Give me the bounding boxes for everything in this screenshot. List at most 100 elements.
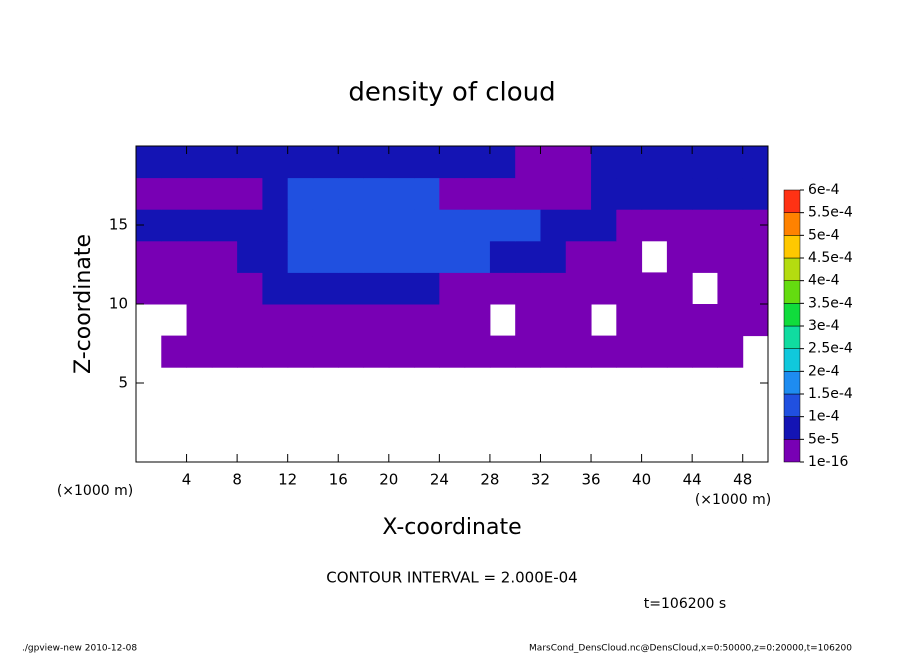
contour-cell xyxy=(161,240,188,273)
contour-cell xyxy=(414,209,440,242)
colorbar-label: 1e-16 xyxy=(808,454,848,470)
contour-cell xyxy=(641,304,668,337)
contour-cell xyxy=(262,272,289,305)
contour-cell xyxy=(287,177,314,210)
contour-cell xyxy=(489,240,516,273)
contour-cell xyxy=(641,209,668,242)
contour-cell xyxy=(414,272,440,305)
contour-cell xyxy=(515,272,541,305)
contour-cell xyxy=(186,209,213,242)
contour-cell xyxy=(287,335,314,368)
colorbar-band xyxy=(783,257,801,281)
contour-cell xyxy=(540,209,567,242)
contour-cell xyxy=(363,272,390,305)
contour-cell xyxy=(540,304,567,337)
contour-cell xyxy=(287,146,314,179)
contour-cell xyxy=(414,304,440,337)
contour-cell xyxy=(515,304,541,337)
contour-cell xyxy=(363,304,390,337)
contour-cell xyxy=(666,304,693,337)
colorbar-label: 5e-5 xyxy=(808,431,839,447)
x-tick-label: 28 xyxy=(480,471,499,489)
contour-cell xyxy=(237,209,263,242)
contour-cell xyxy=(312,240,339,273)
colorbar-label: 1e-4 xyxy=(808,409,840,425)
contour-cell xyxy=(692,304,718,337)
contour-cell xyxy=(136,177,162,210)
contour-cell xyxy=(237,177,263,210)
contour-cell xyxy=(565,240,592,273)
contour-cell xyxy=(262,209,289,242)
contour-cell xyxy=(186,335,213,368)
contour-cell xyxy=(591,335,617,368)
colorbar-band xyxy=(783,416,801,440)
x-unit-left: (×1000 m) xyxy=(57,483,133,499)
colorbar-band xyxy=(783,212,801,236)
contour-cell xyxy=(338,335,365,368)
contour-cell xyxy=(565,177,592,210)
contour-cell xyxy=(540,240,567,273)
y-tick-label: 5 xyxy=(118,374,128,392)
y-tick-label: 15 xyxy=(109,216,128,234)
colorbar-band xyxy=(783,439,801,463)
contour-cell xyxy=(616,335,643,368)
contour-cell xyxy=(363,335,390,368)
colorbar-label: 2e-4 xyxy=(808,363,840,379)
contour-cell xyxy=(439,209,466,242)
contour-cell xyxy=(717,209,744,242)
x-tick-label: 4 xyxy=(182,471,192,489)
colorbar-label: 1.5e-4 xyxy=(808,386,853,402)
contour-cell xyxy=(717,304,744,337)
contour-cell xyxy=(439,146,466,179)
contour-cell xyxy=(363,146,390,179)
contour-cell xyxy=(540,335,567,368)
contour-cell xyxy=(692,209,718,242)
colorbar-label: 3.5e-4 xyxy=(808,295,853,311)
contour-cell xyxy=(388,146,415,179)
colorbar-label: 2.5e-4 xyxy=(808,341,853,357)
contour-cell xyxy=(666,240,693,273)
contour-cell xyxy=(136,240,162,273)
contour-cell xyxy=(388,272,415,305)
contour-cell xyxy=(540,146,567,179)
contour-cell xyxy=(262,304,289,337)
contour-cell xyxy=(565,209,592,242)
colorbar-label: 6e-4 xyxy=(808,182,840,198)
contour-cell xyxy=(439,177,466,210)
x-tick-label: 32 xyxy=(531,471,550,489)
contour-cell xyxy=(312,335,339,368)
contour-cell xyxy=(287,272,314,305)
colorbar-band xyxy=(783,393,801,417)
contour-cell xyxy=(388,240,415,273)
contour-cell xyxy=(666,146,693,179)
x-tick-label: 8 xyxy=(232,471,242,489)
contour-cell xyxy=(237,304,263,337)
contour-cell xyxy=(388,209,415,242)
contour-cell xyxy=(161,209,188,242)
contour-cell xyxy=(591,272,617,305)
contour-cell xyxy=(540,272,567,305)
contour-cell xyxy=(717,335,744,368)
contour-cell xyxy=(161,177,188,210)
contour-cell xyxy=(211,304,238,337)
contour-cell xyxy=(666,335,693,368)
y-axis-label: Z-coordinate xyxy=(71,234,96,374)
contour-cell xyxy=(186,304,213,337)
contour-cell xyxy=(616,240,643,273)
contour-cell xyxy=(717,177,744,210)
contour-cell xyxy=(439,335,466,368)
colorbar-band xyxy=(783,280,801,304)
field xyxy=(136,146,769,368)
contour-cell xyxy=(211,177,238,210)
contour-cell xyxy=(262,146,289,179)
colorbar-band xyxy=(783,348,801,372)
colorbar-band xyxy=(783,325,801,349)
contour-cell xyxy=(312,272,339,305)
contour-cell xyxy=(338,146,365,179)
contour-cell xyxy=(312,209,339,242)
contour-cell xyxy=(515,209,541,242)
contour-cell xyxy=(616,209,643,242)
x-tick-label: 48 xyxy=(733,471,752,489)
contour-cell xyxy=(717,240,744,273)
contour-cell xyxy=(211,209,238,242)
